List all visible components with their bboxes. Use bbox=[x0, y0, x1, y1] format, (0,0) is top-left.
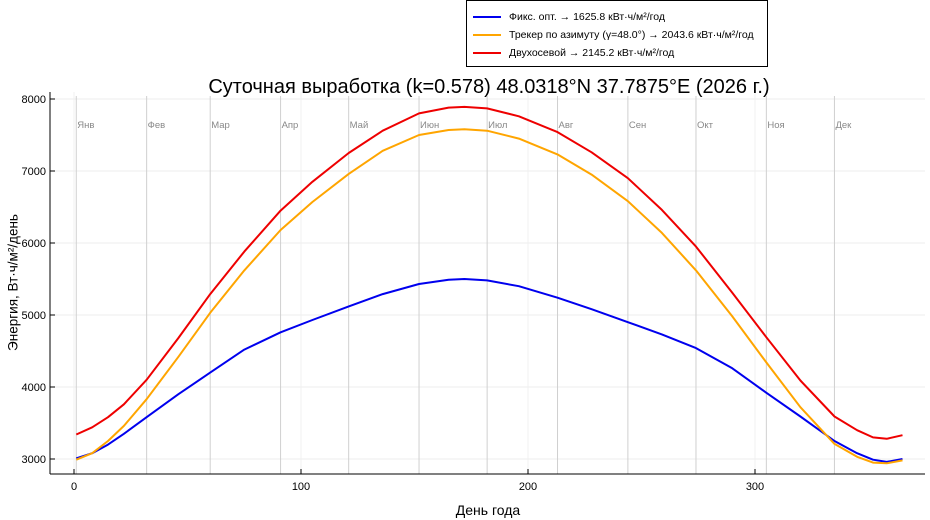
series-lines bbox=[75, 105, 903, 465]
y-tick-label: 5000 bbox=[22, 310, 46, 322]
y-tick-label: 8000 bbox=[22, 94, 46, 106]
x-tick-label: 200 bbox=[519, 481, 537, 493]
axes bbox=[49, 92, 925, 475]
month-marker-lines bbox=[75, 96, 835, 474]
month-label: Дек bbox=[835, 120, 852, 131]
legend-swatch-red bbox=[473, 52, 501, 54]
series-line-1 bbox=[75, 128, 903, 465]
y-tick-label: 4000 bbox=[22, 382, 46, 394]
y-tick-label: 3000 bbox=[22, 454, 46, 466]
legend-label: Трекер по азимуту (γ=48.0°) → 2043.6 кВт… bbox=[509, 29, 754, 41]
month-label: Июл bbox=[488, 120, 507, 131]
month-label: Июн bbox=[420, 120, 439, 131]
legend-swatch-orange bbox=[473, 34, 501, 36]
month-label: Май bbox=[350, 120, 369, 131]
month-label: Янв bbox=[77, 120, 94, 131]
y-axis-label: Энергия, Вт·ч/м²/день bbox=[5, 214, 21, 351]
tick-labels: 3000 4000 5000 6000 7000 8000 0 100 200 300 bbox=[22, 94, 765, 493]
y-tick-label: 7000 bbox=[22, 166, 46, 178]
legend-item-azimuth-tracker: Трекер по азимуту (γ=48.0°) → 2043.6 кВт… bbox=[473, 26, 754, 44]
series-line-0 bbox=[75, 278, 903, 463]
legend-swatch-blue bbox=[473, 16, 501, 18]
legend-label: Двухосевой → 2145.2 кВт·ч/м²/год bbox=[509, 47, 675, 59]
month-label: Авг bbox=[559, 120, 574, 131]
series-line-2 bbox=[75, 105, 903, 440]
month-label: Мар bbox=[211, 120, 230, 131]
legend-item-dual-axis: Двухосевой → 2145.2 кВт·ч/м²/год bbox=[473, 44, 674, 62]
month-label: Апр bbox=[282, 120, 299, 131]
legend: Фикс. опт. → 1625.8 кВт·ч/м²/год Трекер … bbox=[466, 0, 768, 67]
month-label: Окт bbox=[697, 120, 714, 131]
x-axis-label: День года bbox=[455, 502, 521, 518]
x-tick-label: 0 bbox=[71, 481, 77, 493]
x-tick-label: 300 bbox=[746, 481, 764, 493]
legend-item-fixed: Фикс. опт. → 1625.8 кВт·ч/м²/год bbox=[473, 8, 665, 26]
legend-label: Фикс. опт. → 1625.8 кВт·ч/м²/год bbox=[509, 11, 666, 23]
month-marker-labels: Янв Фев Мар Апр Май Июн Июл Авг Сен Окт Ноя Дек bbox=[77, 120, 852, 131]
month-label: Фев bbox=[148, 120, 166, 131]
chart-title: Суточная выработка (k=0.578) 48.0318°N 3… bbox=[208, 76, 770, 98]
y-tick-label: 6000 bbox=[22, 238, 46, 250]
month-label: Ноя bbox=[767, 120, 784, 131]
month-label: Сен bbox=[629, 120, 646, 131]
x-tick-label: 100 bbox=[292, 481, 310, 493]
